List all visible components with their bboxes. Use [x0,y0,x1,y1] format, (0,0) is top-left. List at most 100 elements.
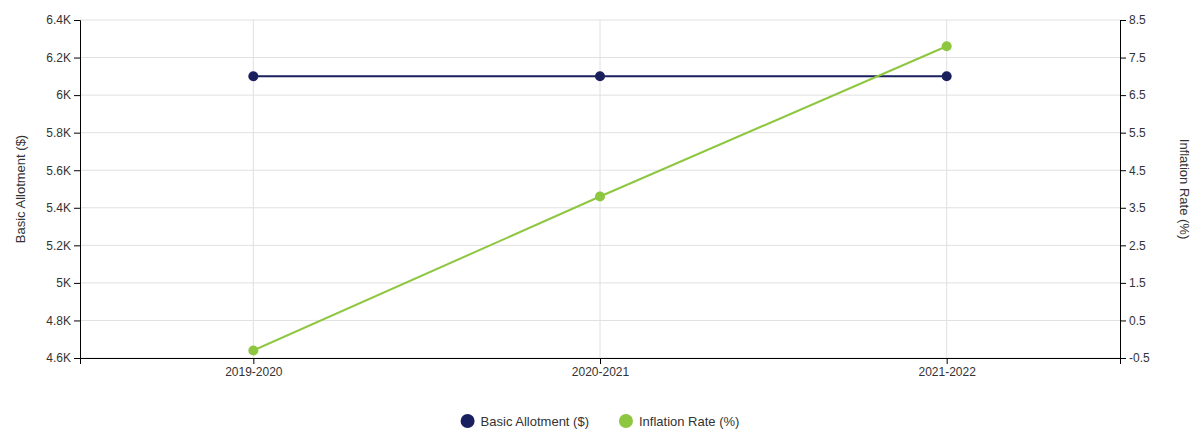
tick-label: 5K [56,276,71,290]
grid [80,20,1120,358]
tick-label: 5.6K [46,164,71,178]
tick-mark [1120,95,1126,96]
tick-mark [1120,208,1126,209]
tick: 5.5 [1120,126,1146,140]
tick-label: 5.4K [46,201,71,215]
tick: 8.5 [1120,13,1146,27]
tick-mark [600,358,601,364]
tick-mark [1120,133,1126,134]
legend-label: Inflation Rate (%) [639,414,739,429]
axis-line [74,21,81,359]
tick: 7.5 [1120,51,1146,65]
tick-label: 6.5 [1129,88,1146,102]
tick: -0.5 [1120,351,1150,365]
tick-mark [74,20,80,21]
tick: 1.5 [1120,276,1146,290]
series-group [248,41,951,355]
y2-axis: -0.5 0.5 1.5 2.5 3.5 4.5 5.5 6.5 7.5 8.5 [1120,13,1150,365]
tick-label: 8.5 [1129,13,1146,27]
legend-label: Basic Allotment ($) [481,414,589,429]
tick: 3.5 [1120,201,1146,215]
tick-mark [1120,58,1126,59]
tick-mark [1120,170,1126,171]
tick: 2019-2020 [225,358,283,379]
tick-mark [74,245,80,246]
tick-label: 6.2K [46,51,71,65]
tick-label: 6K [56,88,71,102]
tick-label: -0.5 [1129,351,1150,365]
tick: 4.6K [46,351,80,365]
tick-label: 4.5 [1129,164,1146,178]
tick-label: 2019-2020 [225,365,283,379]
tick: 0.5 [1120,314,1146,328]
tick-label: 5.5 [1129,126,1146,140]
point [942,71,952,81]
tick: 4.5 [1120,164,1146,178]
tick-label: 4.8K [46,314,71,328]
tick: 6.5 [1120,88,1146,102]
grid-line [600,20,601,358]
tick: 4.8K [46,314,80,328]
tick-mark [74,283,80,284]
chart: 2019-2020 2020-2021 2021-2022 4.6K 4.8K 5K 5.2… [0,0,1200,443]
tick-mark [947,358,948,364]
legend-swatch [619,414,633,428]
point [248,71,258,81]
series [248,71,951,81]
tick: 6.2K [46,51,80,65]
grid-line [253,20,254,358]
tick-mark [74,358,80,359]
tick-mark [74,58,80,59]
point [248,345,258,355]
tick-mark [1120,283,1126,284]
tick-label: 2020-2021 [572,365,630,379]
tick: 6K [56,88,80,102]
series [248,41,951,355]
point [595,192,605,202]
legend-swatch [461,414,475,428]
tick-mark [74,320,80,321]
tick-mark [1120,320,1126,321]
point [942,41,952,51]
axis-title: Inflation Rate (%) [1177,139,1192,239]
tick: 5.2K [46,239,80,253]
grid-line [946,20,947,358]
axis-line [81,359,1121,365]
legend: Basic Allotment ($) Inflation Rate (%) [461,414,740,429]
tick: 2020-2021 [572,358,630,379]
x-axis: 2019-2020 2020-2021 2021-2022 [81,358,1121,379]
tick: 5.8K [46,126,80,140]
legend-item: Inflation Rate (%) [619,414,739,429]
axis-title: Basic Allotment ($) [13,135,28,243]
tick-label: 7.5 [1129,51,1146,65]
tick-mark [1120,358,1126,359]
tick: 5K [56,276,80,290]
tick-mark [74,208,80,209]
tick-mark [1120,245,1126,246]
tick-label: 2021-2022 [918,365,976,379]
tick-label: 6.4K [46,13,71,27]
point [595,71,605,81]
tick-label: 5.8K [46,126,71,140]
tick-label: 0.5 [1129,314,1146,328]
tick-mark [1120,20,1126,21]
tick: 5.4K [46,201,80,215]
legend-item: Basic Allotment ($) [461,414,589,429]
tick: 5.6K [46,164,80,178]
plot-area: 2019-2020 2020-2021 2021-2022 4.6K 4.8K 5K 5.2… [13,13,1192,378]
tick-mark [253,358,254,364]
tick: 2.5 [1120,239,1146,253]
tick-label: 2.5 [1129,239,1146,253]
tick-mark [74,170,80,171]
tick-label: 1.5 [1129,276,1146,290]
tick-label: 5.2K [46,239,71,253]
tick-mark [74,95,80,96]
y-axis: 4.6K 4.8K 5K 5.2K 5.4K 5.6K 5.8K 6K 6.2K 6.4K [46,13,80,365]
line [253,46,946,350]
tick: 6.4K [46,13,80,27]
tick: 2021-2022 [918,358,976,379]
tick-label: 3.5 [1129,201,1146,215]
tick-mark [74,133,80,134]
tick-label: 4.6K [46,351,71,365]
axis-line [1121,21,1127,359]
